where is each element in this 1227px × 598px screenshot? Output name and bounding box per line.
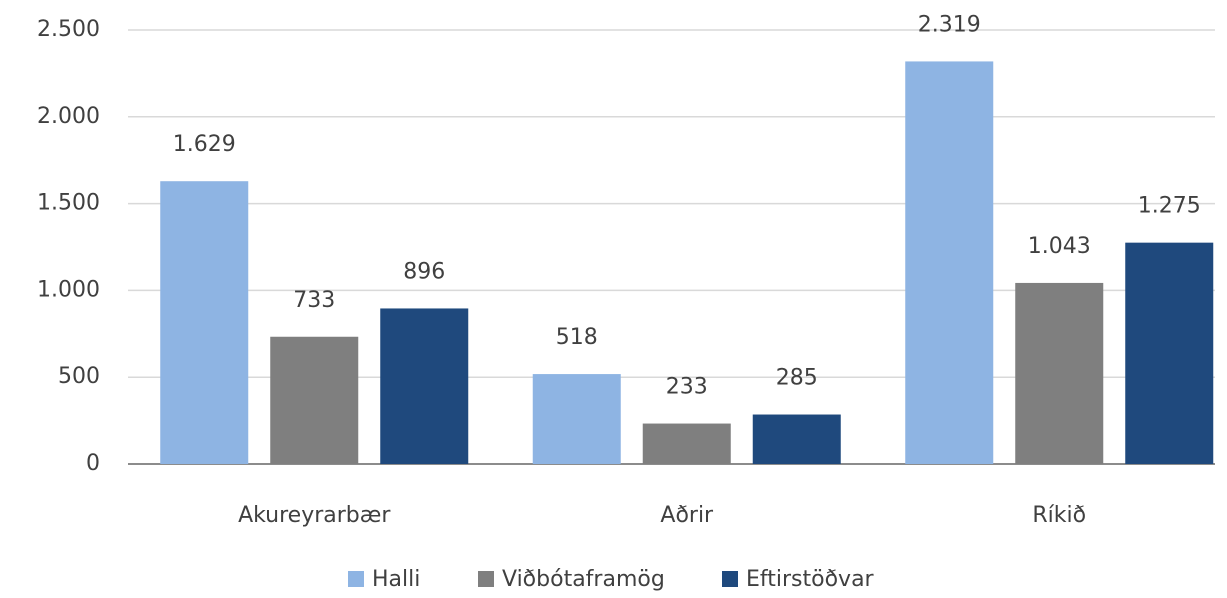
bar [1125, 242, 1214, 464]
bar [1015, 282, 1104, 464]
x-tick-label: Ríkið [1032, 503, 1086, 528]
legend-label: Viðbótaframög [502, 567, 665, 592]
data-label: 1.629 [173, 132, 236, 157]
y-tick-label: 2.000 [37, 104, 100, 129]
y-tick-label: 2.500 [37, 17, 100, 42]
bar [380, 308, 469, 464]
y-tick-label: 500 [58, 364, 100, 389]
data-label: 896 [403, 259, 445, 284]
legend-swatch [478, 571, 494, 587]
data-label: 2.319 [918, 12, 981, 37]
x-tick-label: Akureyrarbær [238, 503, 391, 528]
legend-swatch [348, 571, 364, 587]
legend-label: Halli [372, 567, 420, 592]
bar [752, 414, 841, 464]
y-tick-label: 0 [86, 451, 100, 476]
data-label: 285 [776, 366, 818, 391]
bar [160, 181, 249, 464]
data-label: 1.275 [1138, 194, 1201, 219]
legend-label: Eftirstöðvar [746, 567, 875, 592]
data-label: 733 [293, 288, 335, 313]
x-tick-label: Aðrir [660, 503, 714, 528]
data-label: 518 [556, 325, 598, 350]
bar [532, 374, 621, 464]
legend-swatch [722, 571, 738, 587]
y-tick-label: 1.000 [37, 277, 100, 302]
y-tick-label: 1.500 [37, 191, 100, 216]
bar [270, 336, 359, 464]
data-label: 233 [666, 375, 708, 400]
bar [905, 61, 994, 464]
bar [642, 423, 731, 464]
data-label: 1.043 [1028, 234, 1091, 259]
